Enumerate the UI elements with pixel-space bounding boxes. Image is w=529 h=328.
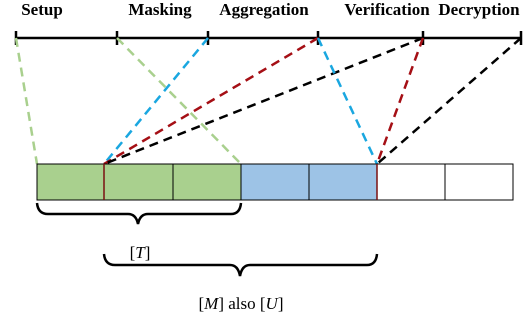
phase-label-decryption: Decryption [438,0,520,19]
block-row [36,163,514,201]
t-brace [35,202,243,225]
red-connector [375,37,425,165]
connectors [14,36,522,166]
phase-label-setup: Setup [21,0,63,19]
mu-label: [M] also [U] [198,294,283,313]
block [376,163,446,201]
red-connector [103,36,319,166]
mu-brace [102,253,379,277]
block [444,163,514,201]
blue-connector [103,37,209,165]
block [36,163,105,201]
timeline [14,31,523,45]
block [103,163,174,201]
phase-label-aggregation: Aggregation [219,0,309,19]
block [308,163,378,201]
phase-label-masking: Masking [128,0,192,19]
t-label: [T] [130,243,151,262]
black-connector [376,37,522,165]
phase-label-verification: Verification [344,0,430,19]
black-connector [103,36,424,166]
block [172,163,242,201]
green-connector [14,37,39,165]
blue-connector [316,37,379,165]
block [240,163,310,201]
